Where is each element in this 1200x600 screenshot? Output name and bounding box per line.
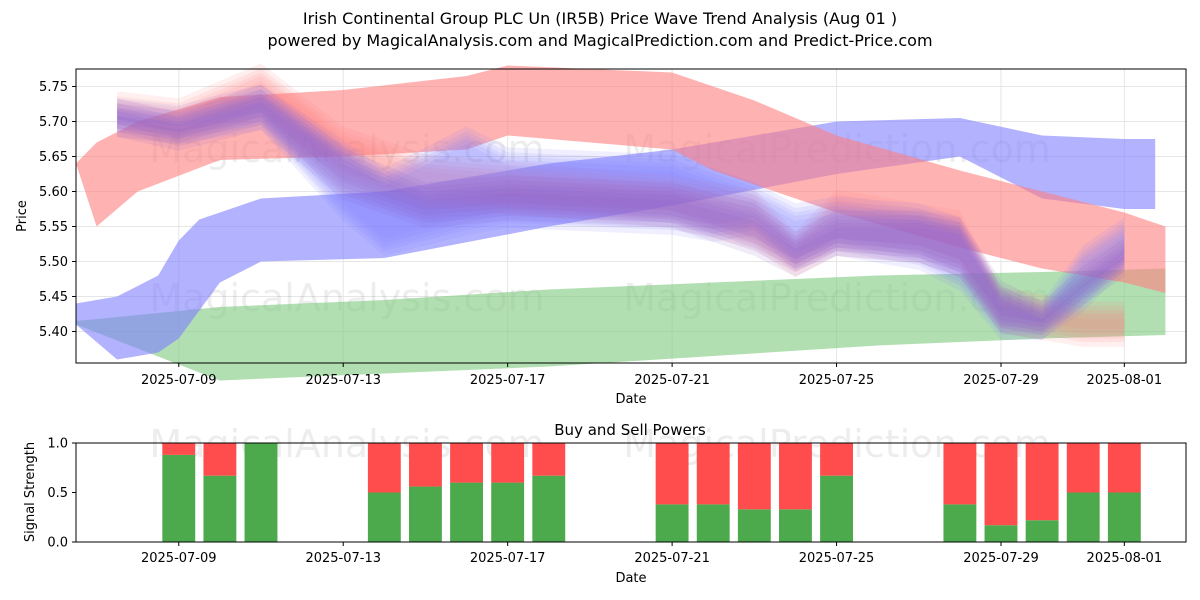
buy-power-bar <box>1066 492 1100 542</box>
red-wave-band-layer <box>117 63 1125 330</box>
buy-power-bar <box>162 454 196 542</box>
price-y-tick-label: 5.70 <box>39 115 68 130</box>
sell-power-bar <box>1107 443 1141 493</box>
price-x-tick-label: 2025-08-01 <box>1087 373 1163 388</box>
sell-power-bar <box>450 443 483 483</box>
blue-wave-band-layer <box>117 84 1125 323</box>
sell-power-bar <box>409 443 442 487</box>
sell-power-bar <box>162 443 196 455</box>
sell-power-bar <box>943 443 977 505</box>
signal-x-tick-label: 2025-07-29 <box>963 551 1039 566</box>
signal-panel: Buy and Sell Powers MagicalAnalysis.comM… <box>23 421 1187 586</box>
sell-power-bar <box>532 443 566 476</box>
chart-title-block: Irish Continental Group PLC Un (IR5B) Pr… <box>0 8 1200 52</box>
purple-wave-band-layer <box>117 84 1125 323</box>
red-wave-band-layer <box>117 80 1125 347</box>
signal-x-tick-label: 2025-07-25 <box>799 551 875 566</box>
buy-power-bar <box>367 492 401 542</box>
signal-x-tick-label: 2025-07-13 <box>305 551 381 566</box>
sell-power-bar <box>820 443 853 476</box>
signal-x-tick-label: 2025-07-17 <box>470 551 546 566</box>
chart-title: Irish Continental Group PLC Un (IR5B) Pr… <box>302 9 898 28</box>
signal-panel-title: Buy and Sell Powers <box>554 421 706 439</box>
price-y-tick-label: 5.60 <box>39 185 68 200</box>
signal-y-ticks: 0.0 0.5 1.0 <box>47 437 76 551</box>
red-wave-band-layer <box>117 72 1125 339</box>
purple-wave-band-layer <box>117 97 1125 335</box>
blue-wave-band-layer <box>117 101 1125 340</box>
buy-power-bar <box>244 443 278 542</box>
price-y-tick-label: 5.55 <box>39 220 68 235</box>
signal-x-tick-label: 2025-07-09 <box>141 551 217 566</box>
buy-power-bar <box>943 504 977 542</box>
buy-power-bar <box>203 475 237 542</box>
red-wave-band-layer <box>117 68 1125 335</box>
price-x-tick-label: 2025-07-21 <box>634 373 710 388</box>
signal-x-ticks: 2025-07-09 2025-07-13 2025-07-17 2025-07-21… <box>141 542 1162 566</box>
price-y-axis-label: Price <box>15 200 30 232</box>
signal-y-tick-label: 1.0 <box>47 437 68 452</box>
sell-power-bar <box>984 443 1018 526</box>
price-y-tick-label: 5.45 <box>39 290 68 305</box>
blue-wave-band-layer <box>117 93 1125 332</box>
blue-wave-band-layer <box>117 89 1125 328</box>
signal-bars <box>162 443 1141 542</box>
buy-power-bar <box>532 475 566 542</box>
purple-wave-band-layer <box>117 101 1125 340</box>
green-trend-band <box>76 268 1166 381</box>
buy-power-bar <box>984 525 1018 542</box>
sell-power-bar <box>779 443 812 510</box>
signal-x-axis-label: Date <box>615 571 646 586</box>
sell-power-bar <box>1025 443 1059 521</box>
sell-power-bar <box>655 443 689 505</box>
price-x-axis-label: Date <box>615 392 646 407</box>
buy-power-bar <box>655 504 689 542</box>
buy-power-bar <box>696 504 730 542</box>
sell-power-bar <box>1066 443 1100 493</box>
sell-power-bar <box>737 443 771 510</box>
price-x-tick-label: 2025-07-09 <box>141 373 217 388</box>
buy-power-bar <box>491 482 525 542</box>
blue-trend-band-rising <box>76 118 1156 360</box>
red-trend-band-falling <box>76 65 1166 293</box>
red-wave-band-layer <box>117 76 1125 342</box>
price-y-tick-label: 5.50 <box>39 255 68 270</box>
signal-x-tick-label: 2025-08-01 <box>1087 551 1163 566</box>
price-x-tick-label: 2025-07-25 <box>799 373 875 388</box>
sell-power-bar <box>203 443 237 476</box>
price-bands <box>76 63 1166 381</box>
buy-power-bar <box>820 475 853 542</box>
purple-wave-band-layer <box>117 89 1125 328</box>
signal-y-axis-label: Signal Strength <box>23 442 38 542</box>
signal-y-tick-label: 0.5 <box>47 486 68 501</box>
buy-power-bar <box>450 482 483 542</box>
price-plot-frame <box>75 68 1187 364</box>
buy-power-bar <box>737 509 771 542</box>
price-x-ticks: 2025-07-09 2025-07-13 2025-07-17 2025-07-21… <box>141 363 1162 388</box>
price-y-ticks: 5.40 5.45 5.50 5.55 5.60 5.65 5.70 5.75 <box>39 80 76 340</box>
buy-power-bar <box>409 486 442 542</box>
price-y-tick-label: 5.75 <box>39 80 68 95</box>
price-y-tick-label: 5.65 <box>39 150 68 165</box>
signal-x-tick-label: 2025-07-21 <box>634 551 710 566</box>
blue-wave-band-layer <box>117 97 1125 335</box>
buy-power-bar <box>1025 520 1059 542</box>
price-x-tick-label: 2025-07-29 <box>963 373 1039 388</box>
signal-y-tick-label: 0.0 <box>47 536 68 551</box>
buy-power-bar <box>1107 492 1141 542</box>
price-panel: MagicalAnalysis.comMagicalPrediction.com… <box>15 63 1187 407</box>
sell-power-bar <box>491 443 525 483</box>
price-y-tick-label: 5.40 <box>39 325 68 340</box>
price-x-tick-label: 2025-07-13 <box>305 373 381 388</box>
sell-power-bar <box>696 443 730 505</box>
sell-power-bar <box>367 443 401 493</box>
purple-wave-band-layer <box>117 93 1125 332</box>
buy-power-bar <box>779 509 812 542</box>
price-x-tick-label: 2025-07-17 <box>470 373 546 388</box>
chart-subtitle: powered by MagicalAnalysis.com and Magic… <box>267 31 933 50</box>
